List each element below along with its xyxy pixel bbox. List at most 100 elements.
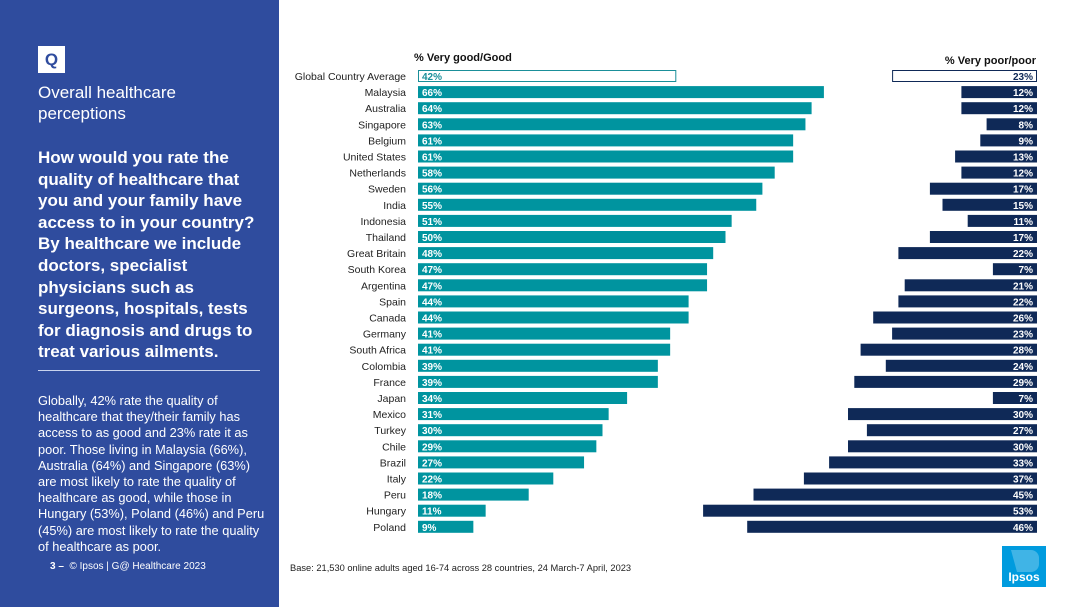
poor-value-label: 24%: [1013, 362, 1033, 373]
category-label: South Korea: [348, 264, 407, 276]
poor-bar: [848, 440, 1037, 453]
logo-background: [1002, 546, 1046, 587]
good-bar: [418, 198, 757, 211]
poor-value-label: 13%: [1013, 153, 1033, 164]
poor-bar: [854, 375, 1037, 388]
poor-value-label: 23%: [1013, 330, 1033, 341]
good-bar: [418, 279, 708, 292]
sidebar-divider: [38, 370, 260, 371]
category-label: Great Britain: [347, 248, 406, 260]
poor-value-label: 12%: [1013, 169, 1033, 180]
poor-value-label: 46%: [1013, 523, 1033, 534]
good-value-label: 61%: [422, 153, 442, 164]
good-bar: [418, 456, 585, 469]
category-label: Spain: [379, 296, 406, 308]
category-label: South Africa: [349, 345, 406, 357]
poor-value-label: 12%: [1013, 88, 1033, 99]
good-bar: [418, 375, 658, 388]
good-bar: [418, 263, 708, 276]
good-value-label: 22%: [422, 475, 442, 486]
good-value-label: 55%: [422, 201, 442, 212]
good-bar: [418, 118, 806, 131]
good-value-label: 11%: [422, 507, 442, 518]
good-bar: [418, 311, 689, 324]
good-value-label: 61%: [422, 136, 442, 147]
good-bar: [418, 504, 486, 517]
good-bar: [418, 392, 628, 404]
poor-value-label: 15%: [1013, 201, 1033, 212]
poor-bar: [961, 166, 1037, 179]
good-bar: [418, 166, 775, 179]
category-label: Peru: [384, 490, 406, 502]
good-value-label: 18%: [422, 491, 442, 502]
poor-value-label: 45%: [1013, 491, 1033, 502]
good-bar: [418, 424, 603, 437]
good-value-label: 48%: [422, 249, 442, 260]
poor-value-label: 12%: [1013, 104, 1033, 115]
category-label: Belgium: [368, 135, 406, 147]
poor-bar: [929, 182, 1037, 195]
good-bar: [418, 343, 671, 356]
category-label: Canada: [369, 313, 406, 325]
category-label: France: [373, 377, 406, 389]
poor-bar: [992, 392, 1037, 404]
poor-bar: [929, 231, 1037, 243]
page-number: 3 –: [50, 561, 64, 572]
poor-value-label: 30%: [1013, 410, 1033, 421]
poor-value-label: 28%: [1013, 346, 1033, 357]
poor-value-label: 9%: [1019, 136, 1034, 147]
poor-value-label: 17%: [1013, 233, 1033, 244]
poor-bar: [942, 198, 1037, 211]
good-value-label: 47%: [422, 281, 442, 292]
poor-bar: [898, 247, 1037, 260]
good-bar: [418, 440, 597, 453]
good-value-label: 44%: [422, 297, 442, 308]
poor-bar: [961, 102, 1037, 115]
good-value-label: 64%: [422, 104, 442, 115]
good-value-label: 51%: [422, 217, 442, 228]
category-label: Poland: [373, 522, 406, 534]
poor-bar: [980, 134, 1037, 147]
copyright-text: © Ipsos | G@ Healthcare 2023: [69, 561, 206, 572]
good-value-label: 47%: [422, 265, 442, 276]
poor-value-label: 8%: [1019, 120, 1034, 131]
good-value-label: 30%: [422, 426, 442, 437]
good-bar: [418, 488, 529, 501]
series-header-poor: % Very poor/poor: [945, 55, 1037, 67]
series-header-good: % Very good/Good: [414, 52, 512, 64]
good-bar: [418, 150, 794, 163]
good-value-label: 31%: [422, 410, 442, 421]
category-label: Indonesia: [360, 216, 406, 228]
poor-bar: [892, 327, 1037, 340]
poor-bar: [866, 424, 1037, 437]
poor-bar: [873, 311, 1037, 324]
base-note: Base: 21,530 online adults aged 16-74 ac…: [290, 563, 632, 573]
good-value-label: 58%: [422, 169, 442, 180]
category-label: Mexico: [373, 409, 406, 421]
good-bar: [418, 327, 671, 340]
category-label: Turkey: [374, 425, 406, 437]
poor-value-label: 26%: [1013, 314, 1033, 325]
poor-bar: [961, 86, 1037, 99]
poor-bar: [703, 504, 1037, 517]
good-bar: [418, 70, 677, 82]
good-value-label: 56%: [422, 185, 442, 196]
poor-value-label: 7%: [1019, 265, 1034, 276]
category-label: Netherlands: [349, 168, 406, 180]
good-value-label: 29%: [422, 442, 442, 453]
good-value-label: 34%: [422, 394, 442, 405]
poor-bar: [860, 343, 1037, 356]
category-label: Hungary: [366, 506, 406, 518]
category-label: Chile: [382, 441, 406, 453]
category-label: Brazil: [380, 457, 406, 469]
question-badge: Q: [38, 46, 65, 73]
good-value-label: 50%: [422, 233, 442, 244]
good-bar: [418, 134, 794, 147]
sidebar: Q Overall healthcare perceptions How wou…: [0, 0, 279, 607]
category-label: Australia: [365, 103, 406, 115]
poor-value-label: 53%: [1013, 507, 1033, 518]
logo-bubble: [1011, 550, 1039, 572]
category-label: India: [383, 200, 406, 212]
good-value-label: 42%: [422, 72, 442, 83]
poor-value-label: 17%: [1013, 185, 1033, 196]
